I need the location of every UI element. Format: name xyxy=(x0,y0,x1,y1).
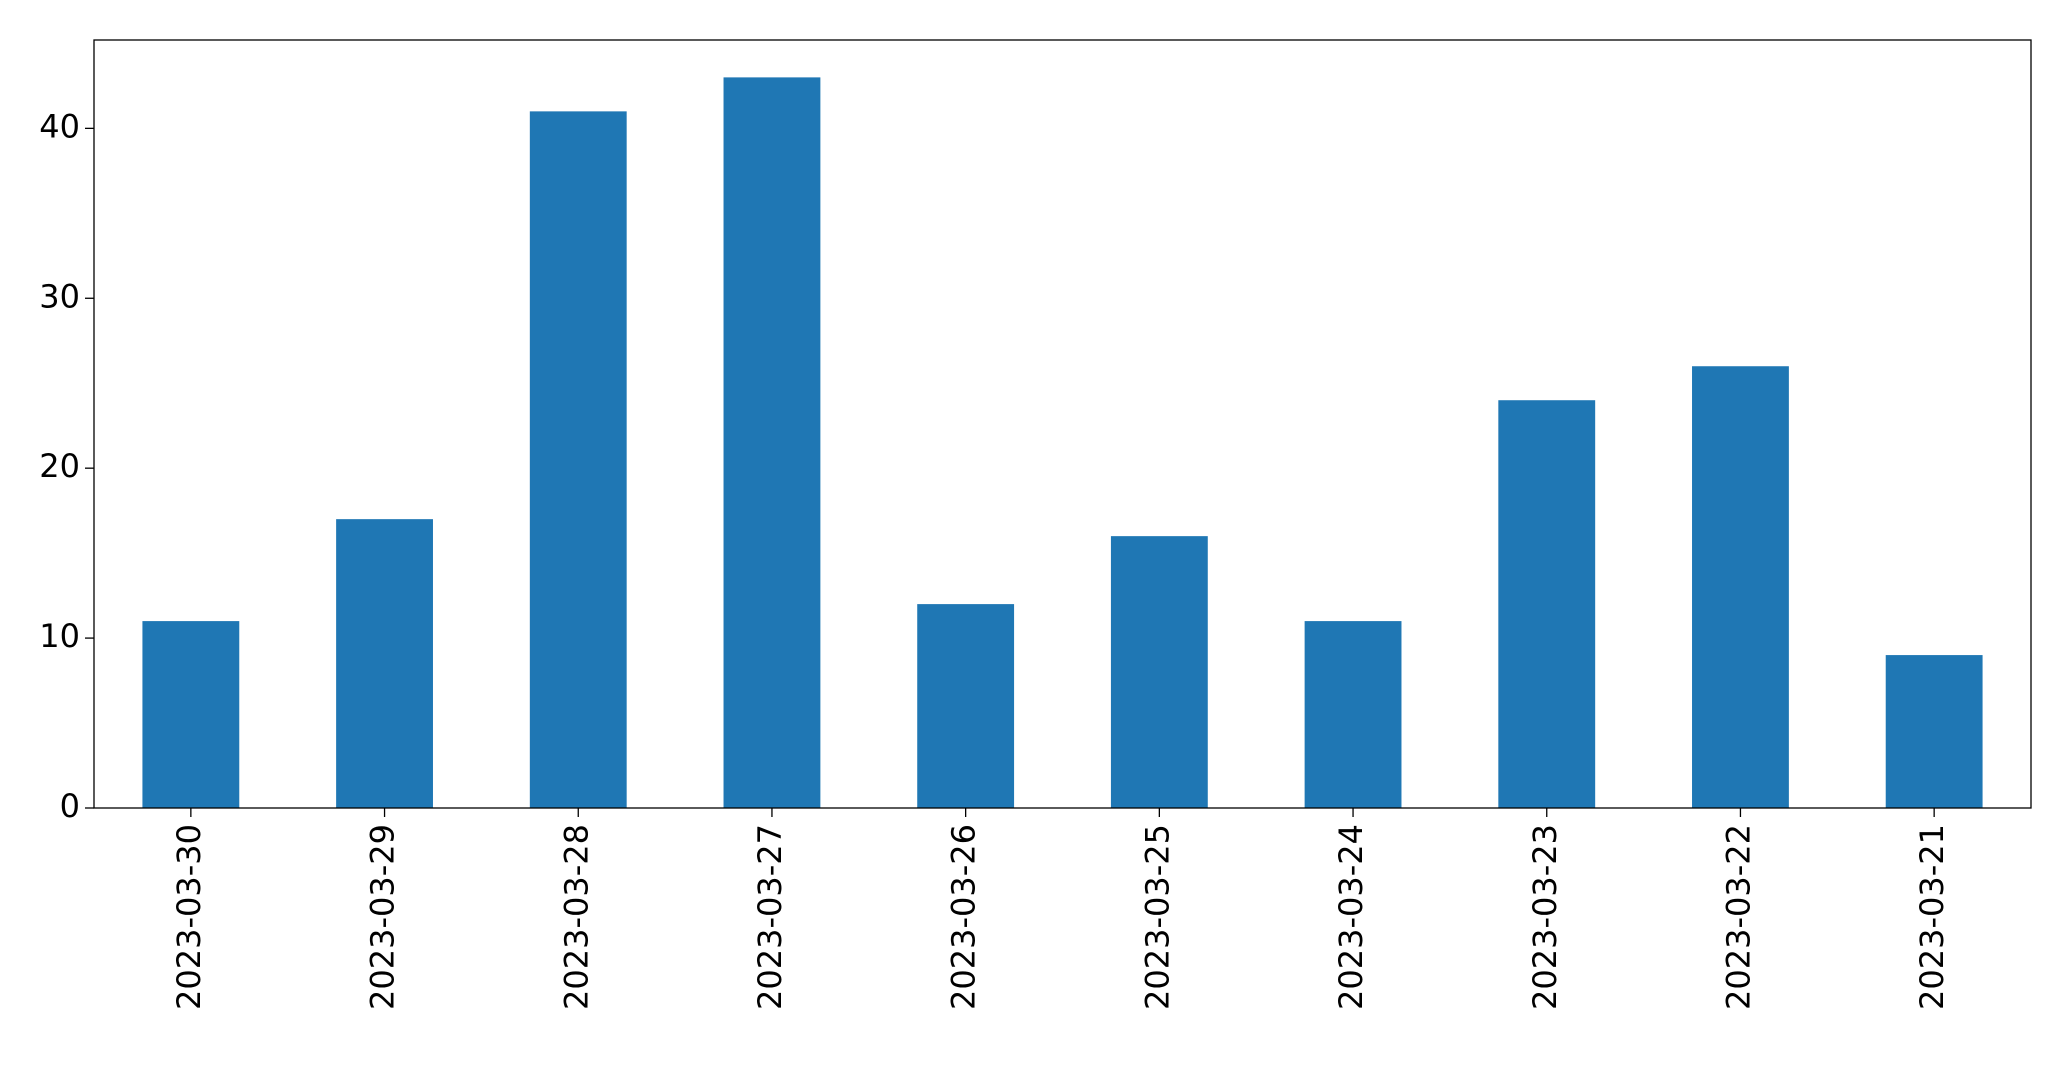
y-tick-label: 10 xyxy=(39,617,80,655)
x-tick-label: 2023-03-22 xyxy=(1719,824,1757,1010)
bar xyxy=(1110,536,1208,808)
bar xyxy=(1885,655,1983,808)
plot-frame xyxy=(93,39,2032,809)
bar xyxy=(1498,400,1596,808)
x-tick-label: 2023-03-23 xyxy=(1526,824,1564,1010)
y-tick-label: 30 xyxy=(39,277,80,315)
x-tick-label: 2023-03-24 xyxy=(1332,824,1370,1010)
x-tick-label: 2023-03-28 xyxy=(557,824,595,1010)
bar xyxy=(529,111,627,808)
x-tick-label: 2023-03-30 xyxy=(170,824,208,1010)
y-tick-label: 40 xyxy=(39,107,80,145)
x-tick-label: 2023-03-21 xyxy=(1913,824,1951,1010)
bar xyxy=(917,604,1015,808)
y-tick-label: 0 xyxy=(60,787,80,825)
x-tick-label: 2023-03-27 xyxy=(751,824,789,1010)
bar xyxy=(1304,621,1402,808)
x-tick-label: 2023-03-25 xyxy=(1138,824,1176,1010)
x-tick-label: 2023-03-26 xyxy=(945,824,983,1010)
bar xyxy=(142,621,240,808)
bar xyxy=(1692,366,1789,808)
x-tick-label: 2023-03-29 xyxy=(364,824,402,1010)
bar xyxy=(336,519,433,808)
y-tick-label: 20 xyxy=(39,447,80,485)
bar xyxy=(723,77,821,808)
